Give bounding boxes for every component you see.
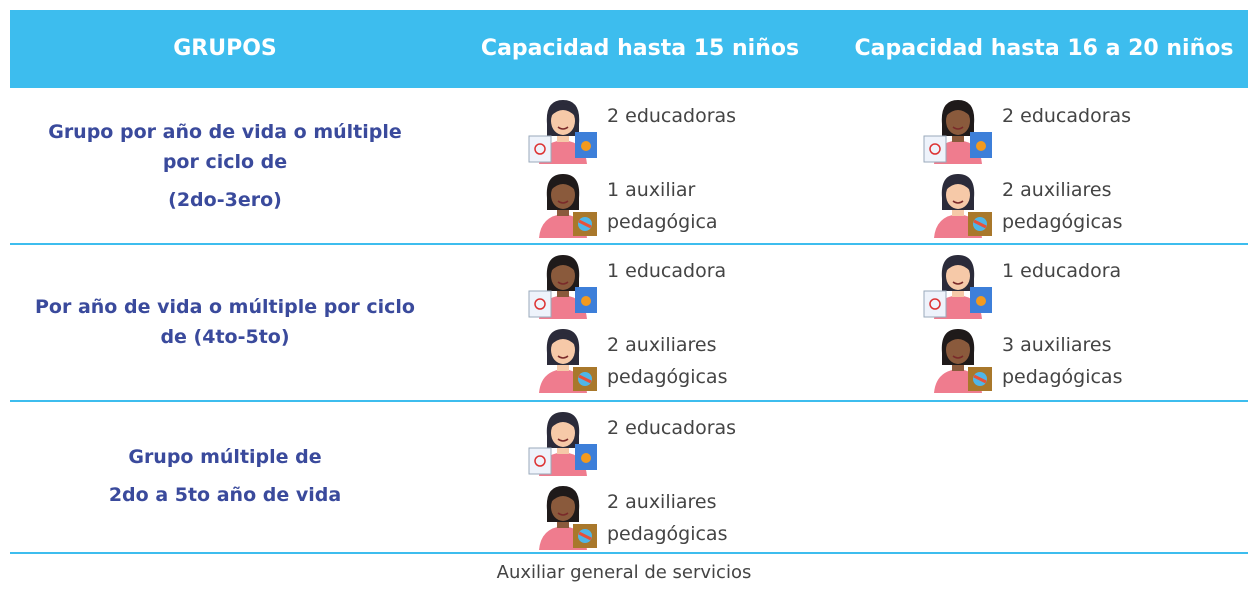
staff-entry: 2 auxiliares pedagógicas bbox=[920, 168, 1160, 238]
staff-icon bbox=[528, 412, 597, 476]
group-text: Por año de vida o múltiple por ciclo de … bbox=[35, 295, 415, 348]
header-cell: Capacidad hasta 16 a 20 niños bbox=[854, 36, 1234, 61]
group-cell: Grupo por año de vida o múltiple por cic… bbox=[10, 88, 440, 243]
staff-icon bbox=[528, 100, 597, 164]
staff-icon bbox=[528, 255, 597, 319]
staff-entry: 1 auxiliar pedagógica bbox=[525, 168, 765, 238]
staff-icon bbox=[539, 486, 597, 550]
staff-text: 2 auxiliares pedagógicas bbox=[1002, 179, 1123, 233]
staff-entry: 2 educadoras bbox=[525, 406, 765, 476]
staff-entry: 2 educadoras bbox=[525, 94, 765, 164]
row-separator bbox=[10, 552, 1248, 554]
staff-entry: 1 educadora bbox=[920, 249, 1160, 319]
group-text: 2do a 5to año de vida bbox=[108, 484, 342, 506]
staff-entry: 2 auxiliares pedagógicas bbox=[525, 323, 765, 393]
staff-entry: 2 auxiliares pedagógicas bbox=[525, 480, 765, 550]
staff-text: 2 educadoras bbox=[1002, 105, 1132, 127]
staff-text: 1 educadora bbox=[607, 260, 727, 282]
header-cell: GRUPOS bbox=[173, 36, 277, 61]
row-separator bbox=[10, 400, 1248, 402]
staff-entry: 2 educadoras bbox=[920, 94, 1160, 164]
group-text: (2do-3ero) bbox=[168, 188, 282, 211]
group-cell: Por año de vida o múltiple por ciclo de … bbox=[10, 243, 440, 400]
staff-icon bbox=[923, 100, 992, 164]
staff-text: 2 auxiliares pedagógicas bbox=[607, 491, 728, 545]
staff-icon bbox=[539, 329, 597, 393]
group-text: Grupo múltiple de bbox=[128, 446, 322, 468]
group-cell: Grupo múltiple de 2do a 5to año de vida bbox=[10, 400, 440, 552]
group-text: Grupo por año de vida o múltiple por cic… bbox=[48, 120, 402, 173]
staff-text: 2 auxiliares pedagógicas bbox=[607, 334, 728, 388]
staff-icon bbox=[934, 329, 992, 393]
staff-icon bbox=[934, 174, 992, 238]
row-separator bbox=[10, 243, 1248, 245]
staff-icon bbox=[923, 255, 992, 319]
staff-text: 2 educadoras bbox=[607, 105, 737, 127]
staff-entry: 1 educadora bbox=[525, 249, 765, 319]
footer-note: Auxiliar general de servicios bbox=[496, 562, 752, 583]
header-cell: Capacidad hasta 15 niños bbox=[480, 36, 800, 61]
staff-icon bbox=[539, 174, 597, 238]
staff-text: 3 auxiliares pedagógicas bbox=[1002, 334, 1123, 388]
staff-text: 2 educadoras bbox=[607, 417, 737, 439]
header-band bbox=[10, 10, 1248, 88]
staff-entry: 3 auxiliares pedagógicas bbox=[920, 323, 1160, 393]
staff-text: 1 auxiliar pedagógica bbox=[607, 179, 718, 233]
staff-text: 1 educadora bbox=[1002, 260, 1122, 282]
